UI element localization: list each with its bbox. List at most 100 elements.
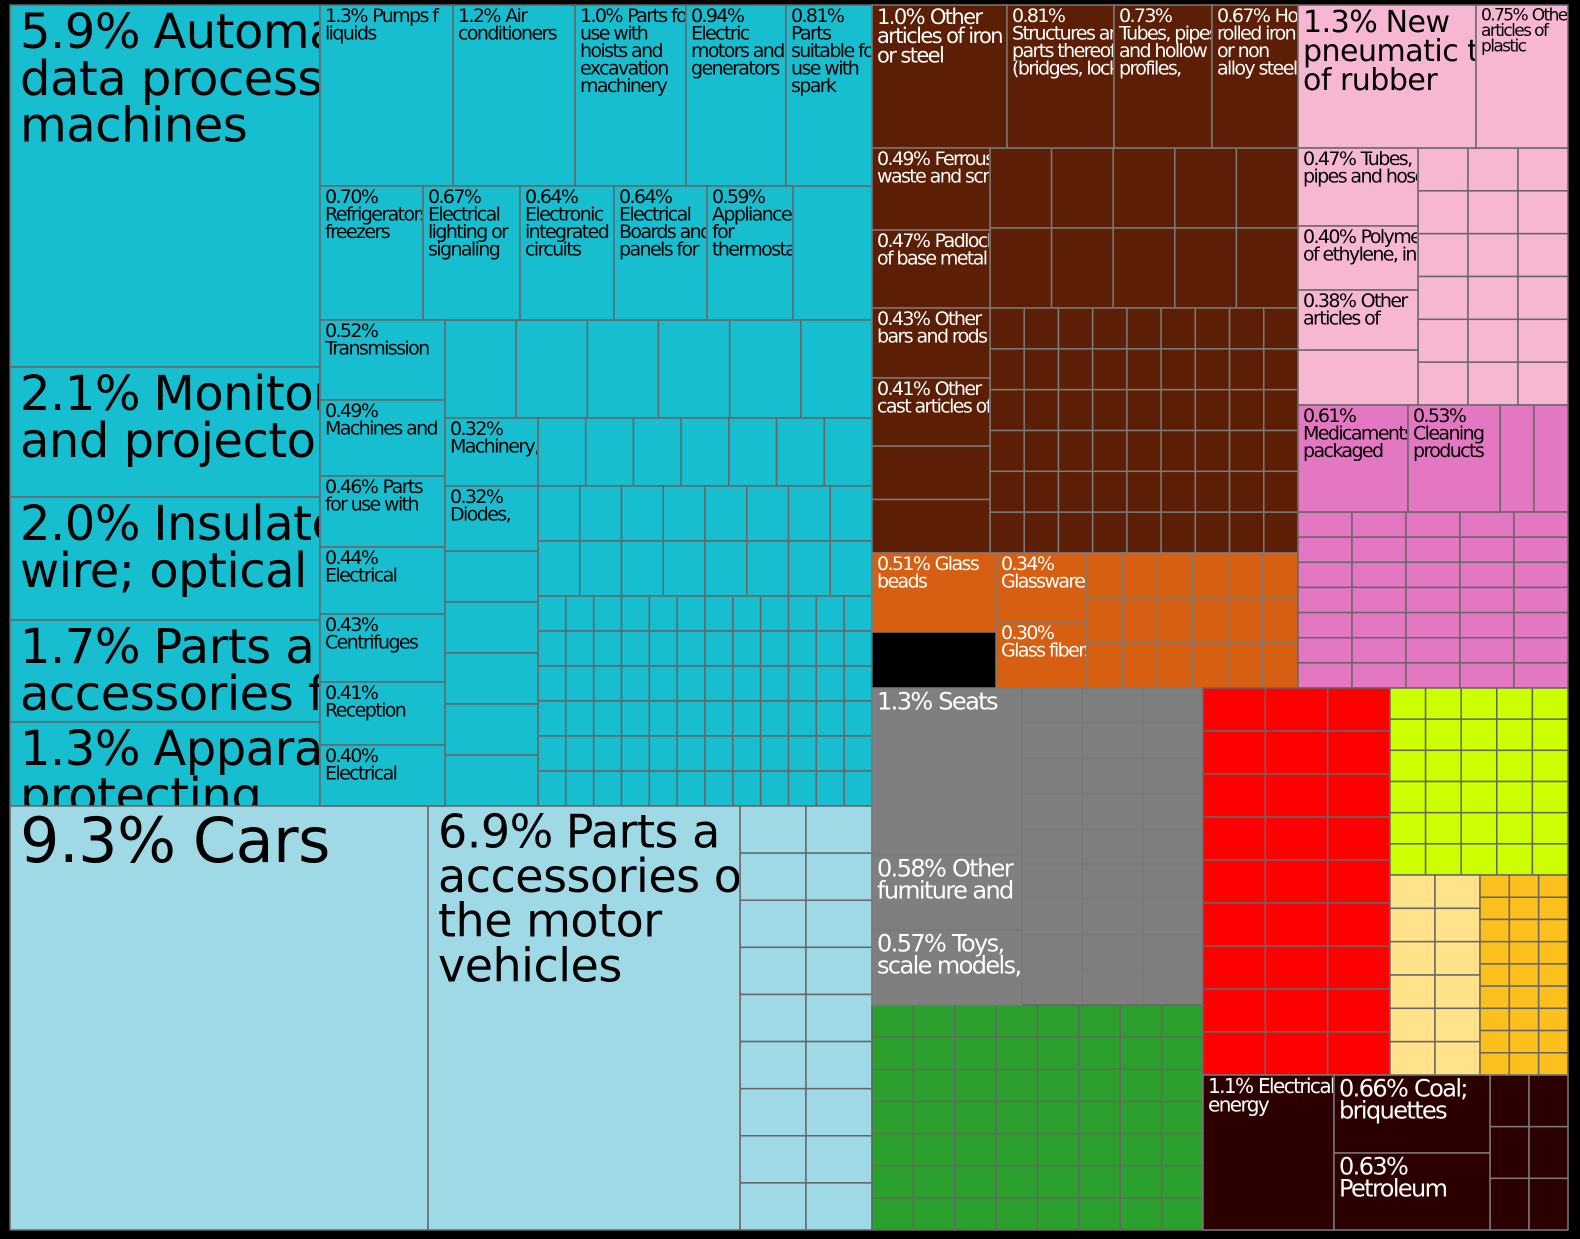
tile: [1479, 918, 1511, 943]
tile: [319, 399, 446, 477]
tile: [427, 805, 741, 1231]
tile: [787, 735, 818, 772]
tile-label: 0.40%Electrical: [325, 746, 398, 785]
label-line: articles of: [1303, 308, 1382, 330]
value-label: 0.40%: [1303, 226, 1356, 248]
tile: [871, 552, 997, 633]
tile: [592, 665, 623, 702]
category-label: Ferrous: [935, 148, 995, 170]
tile: [579, 485, 623, 542]
tile: [1021, 828, 1084, 865]
label-line: 0.32%: [450, 486, 503, 508]
tile: [1078, 1164, 1121, 1199]
tile: [1326, 1031, 1391, 1076]
tile: [444, 319, 517, 419]
unlabeled-tiles: [444, 147, 1569, 1231]
tile: [1297, 4, 1477, 149]
tile: [1264, 773, 1329, 818]
tile: [1086, 552, 1123, 599]
value-label: 0.52%: [325, 320, 378, 342]
label-line: 0.43% Other: [877, 308, 982, 330]
tile: [1263, 388, 1299, 432]
label-line: 0.64%: [525, 186, 578, 208]
tile: [1078, 1100, 1121, 1135]
tile: [787, 770, 818, 807]
value-label: 0.67%: [428, 186, 481, 208]
tile: [1228, 429, 1265, 473]
category-label: the motor: [438, 894, 662, 948]
tile: [1434, 940, 1481, 976]
tile: [1460, 811, 1498, 845]
category-label: Air: [505, 5, 528, 27]
tile: [739, 1040, 807, 1090]
tile: [871, 1197, 915, 1231]
tile: [676, 700, 706, 737]
label-line: 0.34%: [1001, 553, 1054, 575]
tile: [1091, 511, 1128, 554]
tile: [1160, 429, 1197, 473]
tile: [565, 630, 595, 667]
tile: [537, 630, 567, 667]
tile: [676, 595, 706, 632]
value-label: 1.3%: [20, 721, 140, 777]
label-line: Electronic: [525, 204, 604, 226]
category-label: pneumatic tir: [1303, 34, 1499, 69]
tile: [746, 540, 790, 597]
category-label: Glass: [935, 553, 979, 575]
label-line: use with: [580, 23, 648, 45]
tile: [787, 700, 818, 737]
tile: [1508, 985, 1540, 1010]
label-line: 0.41%: [325, 682, 378, 704]
tile: [1417, 361, 1469, 406]
tile: [1496, 687, 1534, 720]
label-line: excavation: [580, 58, 668, 80]
category-label: integrated: [525, 221, 609, 243]
tile: [954, 1004, 997, 1038]
tile: [954, 1197, 997, 1231]
tile: [1537, 963, 1569, 987]
tile: [565, 770, 595, 807]
value-label: 6.9%: [438, 804, 553, 858]
tile: [704, 595, 734, 632]
tile: [871, 1100, 915, 1135]
tile: [1264, 1031, 1329, 1076]
tile: [592, 735, 623, 772]
value-label: 1.1%: [1208, 1074, 1253, 1098]
tile: [732, 700, 762, 737]
tile: [1351, 536, 1407, 564]
tile: [1160, 1004, 1204, 1038]
label-line: 1.1% Electrical: [1208, 1074, 1334, 1098]
category-label: Centrifuges: [325, 632, 418, 654]
tile: [785, 4, 873, 187]
tile: [1235, 227, 1299, 309]
tile: [648, 665, 678, 702]
tile: [1160, 1036, 1204, 1071]
tile: [1297, 662, 1353, 689]
label-line: 6.9% Parts a: [438, 804, 720, 858]
category-label: Other: [935, 308, 983, 330]
tile-label: 0.44%Electrical: [325, 548, 398, 587]
tile: [1057, 470, 1094, 513]
category-label: Other: [1361, 290, 1409, 312]
tile: [1091, 307, 1128, 350]
tile: [1513, 636, 1569, 664]
category-label: Petroleum: [1339, 1175, 1447, 1203]
value-label: 0.64%: [525, 186, 578, 208]
category-label: New: [1386, 5, 1450, 40]
tile: [1057, 388, 1094, 432]
tile-label: 0.41%Reception: [325, 682, 407, 722]
label-line: use with: [791, 58, 859, 80]
tile-label: 0.70%Refrigerators,freezers: [325, 187, 422, 243]
tile: [1126, 429, 1162, 473]
tile: [871, 1068, 915, 1103]
tile: [1262, 597, 1299, 644]
label-line: 9.3% Cars: [20, 804, 330, 877]
tile: [1113, 4, 1213, 149]
tile: [746, 485, 790, 542]
label-line: beads: [877, 571, 927, 593]
